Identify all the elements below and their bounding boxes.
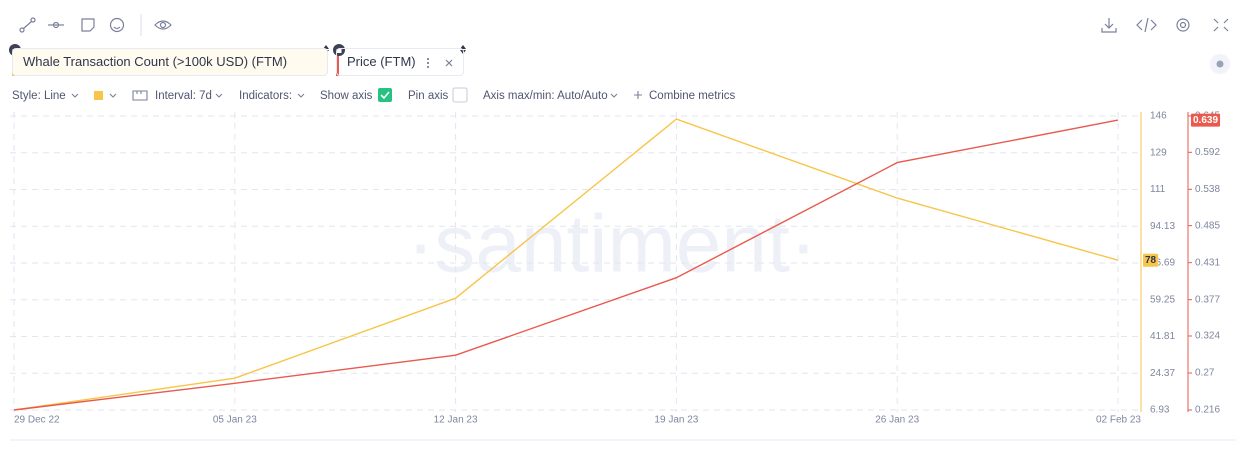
y2-tick-label: 0.216 — [1195, 405, 1220, 416]
y-tick-label: 24.37 — [1150, 368, 1175, 379]
chevron — [71, 93, 79, 98]
last-value-badge — [1143, 253, 1159, 267]
y2-tick-label: 0.377 — [1195, 294, 1220, 305]
x-tick-label: 26 Jan 23 — [875, 415, 919, 426]
check — [380, 91, 390, 100]
fullscreen-icon[interactable] — [1213, 18, 1229, 32]
x-tick-label: 02 Feb 23 — [1096, 415, 1141, 426]
grid — [10, 112, 1140, 412]
series-line — [13, 118, 1119, 411]
settings-icon[interactable] — [1176, 18, 1190, 32]
metric-name: Whale Transaction Count (>100k USD) (FTM… — [23, 54, 288, 69]
ruler-icon — [132, 90, 148, 101]
pin-axis-label[interactable]: Pin axis — [408, 90, 449, 102]
hline-tool-icon[interactable] — [48, 21, 64, 29]
show-axis-checkbox[interactable] — [378, 88, 392, 102]
x-tick-label: 19 Jan 23 — [654, 415, 698, 426]
y-tick-label: 6.93 — [1150, 405, 1170, 416]
metric-name: Price (FTM) — [347, 54, 416, 69]
chip-color-bar — [336, 48, 339, 76]
y-tick-label: 94.13 — [1150, 221, 1175, 232]
style-select[interactable]: Style: Line — [12, 90, 66, 102]
last-value-badge — [1191, 113, 1221, 127]
embed-icon[interactable] — [1136, 17, 1157, 33]
y2-tick-label: 0.538 — [1195, 184, 1220, 195]
y-tick-label: 146 — [1150, 111, 1167, 122]
indicators-select[interactable]: Indicators: — [239, 90, 293, 102]
interval-select[interactable]: Interval: 7d — [155, 90, 212, 102]
metric-chip[interactable]: Whale Transaction Count (>100k USD) (FTM… — [12, 48, 328, 76]
x-tick-label: 05 Jan 23 — [213, 415, 257, 426]
y-tick-label: 111 — [1150, 184, 1166, 195]
line-tool-icon[interactable] — [19, 17, 36, 33]
x-tick-label: 12 Jan 23 — [434, 415, 478, 426]
y2-tick-label: 0.27 — [1195, 368, 1215, 379]
toggle-dot — [1216, 60, 1224, 68]
color-swatch[interactable] — [94, 91, 103, 100]
download-icon[interactable] — [1101, 18, 1117, 33]
chevron — [297, 93, 305, 98]
top-toolbar — [19, 14, 1229, 36]
chevron — [109, 93, 117, 98]
chevron — [215, 93, 223, 98]
y-tick-label: 41.81 — [1150, 331, 1175, 342]
plus-icon — [634, 91, 642, 99]
y2-tick-label: 0.324 — [1195, 331, 1220, 342]
y-tick-label: 76.69 — [1150, 258, 1175, 269]
menu-dots[interactable] — [426, 57, 430, 69]
metric-chip[interactable]: Price (FTM) — [336, 48, 464, 76]
y2-tick-label: 0.485 — [1195, 220, 1220, 231]
y2-tick-label: 0.431 — [1195, 257, 1220, 268]
y2-tick-label: 0.592 — [1195, 147, 1220, 158]
last-value-label: 0.639 — [1193, 115, 1218, 126]
close-icon[interactable] — [445, 59, 453, 67]
y-tick-label: 59.25 — [1150, 294, 1175, 305]
pin-axis-checkbox[interactable] — [452, 87, 468, 103]
show-axis-label[interactable]: Show axis — [320, 90, 373, 102]
last-value-label: 78 — [1145, 255, 1157, 266]
chevron — [610, 93, 618, 98]
eye-icon[interactable] — [154, 20, 172, 30]
y-tick-label: 129 — [1150, 147, 1167, 158]
axis-minmax-select[interactable]: Axis max/min: Auto/Auto — [483, 90, 608, 102]
x-tick-label: 29 Dec 22 — [14, 415, 60, 426]
combine-metrics[interactable]: Combine metrics — [649, 90, 736, 102]
watermark: ·santiment· — [407, 199, 817, 290]
series-line — [13, 119, 1119, 411]
toolbar-icons — [71, 87, 642, 103]
emoji-icon[interactable] — [109, 17, 125, 33]
note-icon[interactable] — [81, 18, 95, 32]
